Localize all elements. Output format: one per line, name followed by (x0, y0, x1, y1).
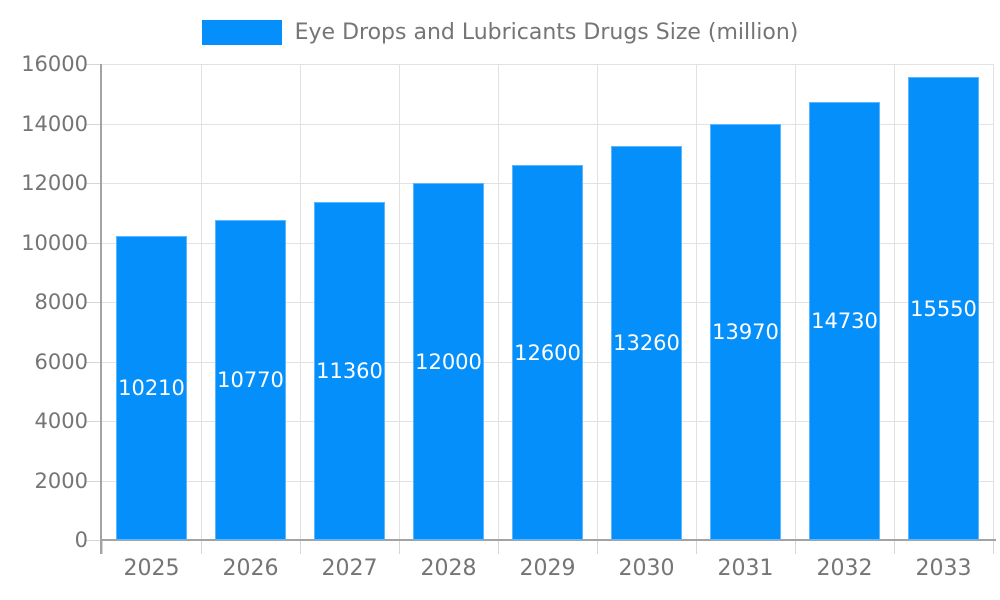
y-tick (86, 183, 102, 184)
y-tick-label: 14000 (21, 112, 88, 136)
x-tick (201, 541, 202, 554)
bar-value-label: 10770 (217, 368, 284, 392)
y-axis-line (100, 64, 102, 554)
y-tick-label: 2000 (34, 469, 88, 493)
y-tick-label: 8000 (34, 290, 88, 314)
x-tick (993, 541, 994, 554)
v-gridline (696, 64, 697, 540)
x-tick-label: 2029 (519, 556, 576, 581)
bar-value-label: 12600 (514, 340, 581, 365)
x-tick-label: 2030 (618, 556, 675, 581)
y-tick (86, 302, 102, 303)
legend[interactable]: Eye Drops and Lubricants Drugs Size (mil… (0, 14, 1000, 50)
x-tick (795, 541, 796, 554)
bar[interactable]: 14730 (809, 102, 880, 540)
bar-value-label: 14730 (811, 309, 878, 333)
v-gridline (399, 64, 400, 540)
x-tick-label: 2027 (321, 556, 378, 581)
x-axis-line (101, 539, 996, 541)
y-tick (86, 421, 102, 422)
legend-label: Eye Drops and Lubricants Drugs Size (mil… (294, 19, 799, 45)
bar[interactable]: 12600 (512, 165, 583, 540)
y-tick (86, 243, 102, 244)
x-tick-label: 2033 (915, 556, 972, 581)
x-tick (102, 541, 103, 554)
x-tick-label: 2026 (222, 556, 279, 581)
bar-value-label: 13260 (613, 331, 680, 355)
x-tick (597, 541, 598, 554)
y-tick-label: 6000 (34, 350, 88, 374)
v-gridline (597, 64, 598, 540)
h-gridline (102, 124, 993, 125)
v-gridline (993, 64, 994, 540)
bar[interactable]: 13260 (611, 146, 682, 540)
bar-value-label: 13970 (712, 320, 779, 344)
x-tick (498, 541, 499, 554)
x-tick-label: 2031 (717, 556, 774, 581)
y-tick-label: 10000 (21, 231, 88, 255)
v-gridline (795, 64, 796, 540)
bar-value-label: 12000 (415, 349, 482, 374)
x-tick-label: 2032 (816, 556, 873, 581)
y-tick-label: 12000 (21, 171, 88, 195)
bar[interactable]: 12000 (413, 183, 484, 540)
bar-value-label: 15550 (910, 296, 977, 321)
bar[interactable]: 13970 (710, 124, 781, 540)
y-tick (86, 124, 102, 125)
x-tick (696, 541, 697, 554)
v-gridline (201, 64, 202, 540)
y-tick (86, 362, 102, 363)
v-gridline (300, 64, 301, 540)
y-tick (86, 540, 102, 541)
y-tick-label: 4000 (34, 409, 88, 433)
bar[interactable]: 10210 (116, 236, 187, 540)
x-tick (399, 541, 400, 554)
h-gridline (102, 64, 993, 65)
v-gridline (498, 64, 499, 540)
y-tick-label: 0 (74, 528, 88, 552)
x-tick-label: 2025 (123, 556, 180, 581)
x-tick (894, 541, 895, 554)
bar[interactable]: 11360 (314, 202, 385, 540)
bar[interactable]: 10770 (215, 220, 286, 540)
y-tick (86, 64, 102, 65)
y-tick (86, 481, 102, 482)
bar-value-label: 10210 (118, 376, 185, 400)
y-tick-label: 16000 (21, 52, 88, 76)
bar[interactable]: 15550 (908, 77, 979, 540)
legend-swatch-icon (201, 19, 282, 45)
bar-value-label: 11360 (316, 359, 383, 383)
x-tick-label: 2028 (420, 556, 477, 581)
x-tick (300, 541, 301, 554)
v-gridline (894, 64, 895, 540)
